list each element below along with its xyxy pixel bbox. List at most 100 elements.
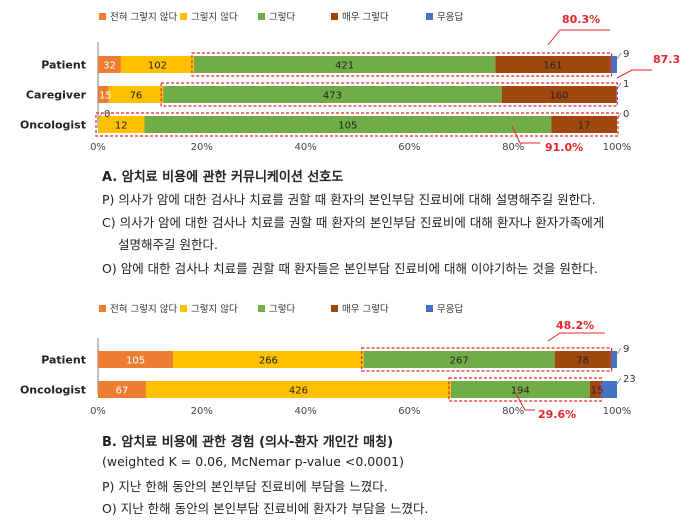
chart-a-value-label-disagree: 102 [148, 61, 167, 72]
chart-b-legend-swatch-disagree [180, 305, 187, 312]
chart-a-legend-label-strongly-disagree: 전혀 그렇지 않다 [110, 12, 177, 23]
chart-b-bar-segment-disagree [173, 351, 364, 368]
chart-a-value-label-strongly-disagree: 0 [104, 109, 110, 120]
chart-a-caption-caregiver-cont: 설명해주길 원한다. [118, 237, 218, 252]
chart-a-value-label-agree: 421 [335, 61, 354, 72]
chart-a-highlight-label: 91.0% [545, 141, 583, 154]
chart-a-caption-oncologist: O) 암에 대한 검사나 치료를 권할 때 환자들은 본인부담 진료비에 대해 … [102, 261, 598, 276]
chart-b-value-label-disagree: 266 [259, 356, 278, 367]
chart-b-bar-segment-disagree [145, 381, 451, 398]
chart-a-value-label-agree: 105 [338, 121, 357, 132]
chart-a-bar-segment-agree [144, 116, 552, 133]
chart-b-x-tick-label: 60% [398, 406, 420, 417]
chart-a-legend-swatch-disagree [180, 13, 187, 20]
chart-a-x-tick-label: 100% [603, 142, 632, 153]
chart-a-bar-segment-strongly-agree [501, 86, 617, 103]
chart-a-value-leader-line [97, 112, 103, 120]
chart-b-value-label-strongly-disagree: 67 [116, 386, 129, 397]
chart-b-legend-label-strongly-disagree: 전혀 그렇지 않다 [110, 304, 177, 315]
chart-b-x-tick-label: 80% [502, 406, 524, 417]
chart-a-bar-segment-strongly-agree [551, 116, 617, 133]
chart-a-x-tick-label: 60% [398, 142, 420, 153]
chart-a-highlight-box [160, 82, 618, 107]
chart-a-bar-segment-agree [163, 86, 502, 103]
chart-b-legend-label-agree: 그렇다 [269, 304, 295, 315]
chart-a-x-tick-label: 80% [502, 142, 524, 153]
chart-a-bar-segment-strongly-disagree [98, 86, 109, 103]
chart-b-category-label: Patient [41, 354, 86, 367]
chart-b-bar-segment-agree [450, 381, 590, 398]
chart-a-legend-swatch-strongly-agree [331, 13, 338, 20]
chart-b-legend-label-no-answer: 무응답 [437, 303, 463, 315]
chart-a-bar-segment-disagree [108, 86, 164, 103]
chart-b-highlight-box [448, 377, 603, 402]
chart-a-legend-swatch-agree [258, 13, 265, 20]
chart-b-legend-swatch-no-answer [426, 305, 433, 312]
chart-a-legend-label-no-answer: 무응답 [437, 11, 463, 23]
chart-a-caption-patient: P) 의사가 암에 대한 검사나 치료를 권할 때 환자의 본인부담 진료비에 … [102, 192, 596, 207]
chart-b-highlight-label: 29.6% [538, 408, 576, 421]
chart-a-bar-segment-strongly-disagree [98, 56, 121, 73]
chart-a-bar-segment-strongly-agree [495, 56, 611, 73]
chart-a-highlight-box [95, 112, 619, 137]
chart-a-caption-caregiver: C) 의사가 암에 대한 검사나 치료를 권할 때 환자의 본인부담 진료비에 … [102, 215, 605, 230]
chart-a-bar-segment-no-answer [610, 56, 617, 73]
chart-b-caption-patient: P) 지난 한해 동안의 본인부담 진료비에 부담을 느꼈다. [102, 479, 388, 494]
chart-b-caption-stat: (weighted K = 0.06, McNemar p-value <0.0… [102, 454, 404, 469]
chart-a-value-label-strongly-disagree: 32 [103, 61, 116, 72]
chart-b-value-label-strongly-agree: 15 [591, 386, 604, 397]
chart-b-highlight-leader-line [547, 332, 605, 342]
chart-a-value-leader-line [616, 52, 622, 60]
chart-b-value-label-agree: 267 [450, 356, 469, 367]
chart-a-value-label-disagree: 12 [115, 121, 128, 132]
chart-b-legend-label-strongly-agree: 매우 그렇다 [342, 304, 389, 315]
chart-a-category-label: Oncologist [20, 119, 86, 132]
chart-b-legend-swatch-strongly-disagree [99, 305, 106, 312]
chart-b-highlight-box [360, 347, 613, 372]
chart-b-bar-segment-strongly-agree [589, 381, 601, 398]
chart-a-legend-label-disagree: 그렇지 않다 [191, 12, 238, 23]
chart-b-caption-oncologist: O) 지난 한해 동안의 본인부담 진료비에 환자가 부담을 느꼈다. [102, 501, 429, 516]
chart-a-highlight-label: 80.3% [562, 13, 600, 26]
chart-b-legend-label-disagree: 그렇지 않다 [191, 304, 238, 315]
chart-b-bar-segment-no-answer [610, 351, 617, 368]
chart-b-legend-swatch-agree [258, 305, 265, 312]
chart-b-bar-segment-strongly-disagree [98, 351, 174, 368]
chart-b-value-label-strongly-disagree: 105 [126, 356, 145, 367]
chart-b-value-label-no-answer: 9 [623, 344, 629, 355]
chart-b-value-label-no-answer: 23 [623, 374, 636, 385]
chart-a-x-tick-label: 20% [191, 142, 213, 153]
chart-a-legend-swatch-no-answer [426, 13, 433, 20]
chart-b-bar-segment-agree [363, 351, 555, 368]
chart-a-value-label-no-answer: 1 [623, 79, 629, 90]
chart-a-highlight-box [191, 52, 613, 77]
chart-b-x-tick-label: 40% [294, 406, 316, 417]
chart-a-value-label-strongly-agree: 17 [578, 121, 591, 132]
chart-a-value-label-agree: 473 [323, 91, 342, 102]
chart-b-value-leader-line [616, 377, 622, 385]
chart-b-legend-swatch-strongly-agree [331, 305, 338, 312]
chart-b-x-tick-label: 20% [191, 406, 213, 417]
chart-b-value-label-strongly-agree: 78 [576, 356, 589, 367]
chart-b-highlight-label: 48.2% [556, 319, 594, 332]
chart-a-bar-segment-no-answer [616, 86, 617, 103]
chart-a-category-label: Patient [41, 59, 86, 72]
chart-b-bar-segment-no-answer [600, 381, 617, 398]
chart-a-highlight-label: 87.3% [653, 53, 680, 66]
chart-a-bar-segment-disagree [98, 116, 145, 133]
chart-a-value-label-no-answer: 0 [623, 109, 629, 120]
chart-a-value-label-disagree: 76 [130, 91, 143, 102]
chart-a-value-label-strongly-agree: 161 [543, 61, 562, 72]
chart-a-highlight-leader-line [616, 69, 652, 79]
chart-a-legend-swatch-strongly-disagree [99, 13, 106, 20]
chart-b-value-leader-line [616, 347, 622, 355]
chart-b-category-label: Oncologist [20, 384, 86, 397]
chart-a-bar-segment-agree [193, 56, 496, 73]
chart-b-bar-segment-strongly-agree [554, 351, 611, 368]
chart-a-highlight-leader-line [511, 125, 540, 144]
chart-b-x-tick-label: 0% [90, 406, 106, 417]
chart-a-legend-label-strongly-agree: 매우 그렇다 [342, 12, 389, 23]
chart-b-value-label-agree: 194 [511, 386, 530, 397]
chart-a-highlight-leader-line [547, 29, 610, 46]
